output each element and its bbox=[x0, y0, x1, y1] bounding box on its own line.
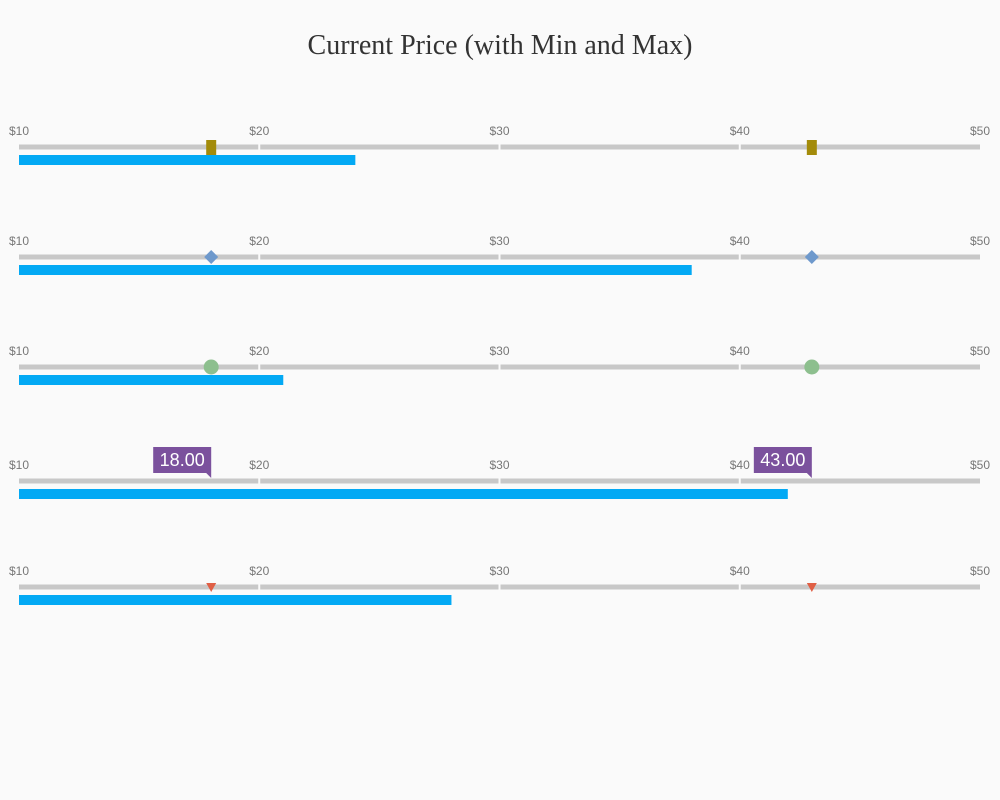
min-marker-3 bbox=[203, 359, 219, 375]
tick-label: $20 bbox=[249, 564, 269, 578]
tick-mark bbox=[258, 583, 261, 591]
tick-label: $30 bbox=[489, 458, 509, 472]
tick-label: $20 bbox=[249, 234, 269, 248]
tick-label: $30 bbox=[489, 124, 509, 138]
tick-mark bbox=[738, 363, 741, 371]
tick-label: $40 bbox=[730, 234, 750, 248]
tick-label: $10 bbox=[9, 458, 29, 472]
max-callout-pointer bbox=[806, 473, 812, 478]
tick-mark bbox=[498, 143, 501, 151]
tick-mark bbox=[258, 253, 261, 261]
max-callout-box bbox=[753, 447, 812, 473]
tick-label: $10 bbox=[9, 564, 29, 578]
tick-label: $10 bbox=[9, 344, 29, 358]
max-marker-2 bbox=[804, 250, 819, 264]
max-marker-1 bbox=[806, 140, 817, 155]
value-bar-3 bbox=[19, 375, 284, 385]
tick-label: $40 bbox=[730, 124, 750, 138]
min-marker-2 bbox=[204, 250, 219, 264]
tick-label: $20 bbox=[249, 458, 269, 472]
tick-label: $40 bbox=[730, 564, 750, 578]
tick-mark bbox=[738, 143, 741, 151]
min-callout-pointer bbox=[206, 473, 212, 478]
tick-mark bbox=[498, 583, 501, 591]
tick-mark bbox=[738, 253, 741, 261]
tick-label: $20 bbox=[249, 124, 269, 138]
value-bar-5 bbox=[19, 595, 452, 605]
tick-label: $50 bbox=[970, 344, 990, 358]
tick-label: $30 bbox=[489, 344, 509, 358]
tick-label: $10 bbox=[9, 124, 29, 138]
min-marker-1 bbox=[206, 140, 217, 155]
tick-mark bbox=[738, 477, 741, 485]
tick-label: $40 bbox=[730, 344, 750, 358]
tick-mark bbox=[258, 143, 261, 151]
tick-label: $50 bbox=[970, 234, 990, 248]
tick-mark bbox=[498, 253, 501, 261]
value-bar-1 bbox=[19, 155, 356, 165]
min-callout-box bbox=[153, 447, 212, 473]
tick-mark bbox=[258, 477, 261, 485]
max-marker-5 bbox=[806, 583, 817, 592]
value-bar-2 bbox=[19, 265, 692, 275]
tick-label: $20 bbox=[249, 344, 269, 358]
tick-label: $10 bbox=[9, 234, 29, 248]
tick-label: $50 bbox=[970, 564, 990, 578]
tick-mark bbox=[738, 583, 741, 591]
tick-label: $50 bbox=[970, 458, 990, 472]
max-callout-label: 43.00 bbox=[760, 450, 805, 470]
tick-mark bbox=[498, 477, 501, 485]
value-bar-4 bbox=[19, 489, 788, 499]
min-marker-5 bbox=[206, 583, 217, 592]
tick-label: $30 bbox=[489, 564, 509, 578]
tick-label: $50 bbox=[970, 124, 990, 138]
chart-title: Current Price (with Min and Max) bbox=[307, 30, 693, 61]
tick-mark bbox=[258, 363, 261, 371]
max-marker-3 bbox=[804, 359, 820, 375]
tick-label: $40 bbox=[730, 458, 750, 472]
tick-label: $30 bbox=[489, 234, 509, 248]
tick-mark bbox=[498, 363, 501, 371]
min-callout-label: 18.00 bbox=[160, 450, 205, 470]
